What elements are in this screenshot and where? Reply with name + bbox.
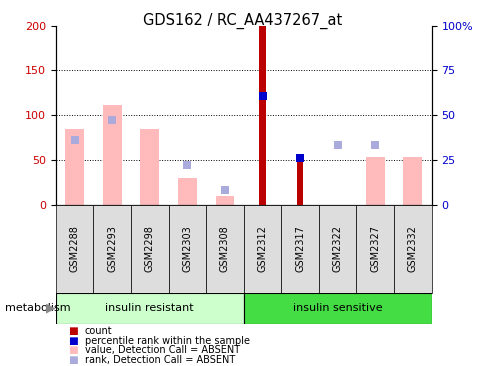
Bar bbox=[243, 293, 431, 324]
Bar bbox=[65, 129, 84, 205]
Text: ■: ■ bbox=[68, 336, 77, 346]
Bar bbox=[206, 205, 243, 293]
Bar bbox=[56, 205, 93, 293]
Bar bbox=[356, 205, 393, 293]
Text: GSM2317: GSM2317 bbox=[294, 225, 304, 272]
Text: insulin resistant: insulin resistant bbox=[105, 303, 194, 313]
Point bbox=[258, 93, 266, 98]
Point bbox=[371, 142, 378, 148]
Text: GSM2303: GSM2303 bbox=[182, 225, 192, 272]
Text: GSM2308: GSM2308 bbox=[219, 225, 229, 272]
Point bbox=[333, 142, 341, 148]
Text: ▶: ▶ bbox=[46, 302, 56, 315]
Bar bbox=[131, 205, 168, 293]
Text: count: count bbox=[85, 326, 112, 336]
Bar bbox=[93, 205, 131, 293]
Bar bbox=[403, 157, 422, 205]
Text: value, Detection Call = ABSENT: value, Detection Call = ABSENT bbox=[85, 345, 240, 355]
Text: GSM2312: GSM2312 bbox=[257, 225, 267, 272]
Text: GSM2293: GSM2293 bbox=[107, 225, 117, 272]
Text: GSM2332: GSM2332 bbox=[407, 225, 417, 272]
Point bbox=[108, 117, 116, 123]
Bar bbox=[56, 293, 243, 324]
Bar bbox=[215, 196, 234, 205]
Bar bbox=[296, 160, 303, 205]
Bar bbox=[243, 205, 281, 293]
Bar bbox=[393, 205, 431, 293]
Text: rank, Detection Call = ABSENT: rank, Detection Call = ABSENT bbox=[85, 355, 235, 365]
Text: GSM2288: GSM2288 bbox=[69, 225, 79, 272]
Bar bbox=[178, 178, 197, 205]
Text: metabolism: metabolism bbox=[5, 303, 70, 313]
Bar bbox=[168, 205, 206, 293]
Point bbox=[183, 162, 191, 168]
Bar bbox=[140, 129, 159, 205]
Bar bbox=[365, 157, 384, 205]
Text: ■: ■ bbox=[68, 326, 77, 336]
Point bbox=[296, 156, 303, 161]
Point bbox=[221, 187, 228, 193]
Text: GSM2327: GSM2327 bbox=[369, 225, 379, 272]
Text: ■: ■ bbox=[68, 345, 77, 355]
Bar bbox=[103, 105, 121, 205]
Bar bbox=[258, 26, 265, 205]
Text: percentile rank within the sample: percentile rank within the sample bbox=[85, 336, 249, 346]
Text: GDS162 / RC_AA437267_at: GDS162 / RC_AA437267_at bbox=[143, 13, 341, 29]
Text: GSM2298: GSM2298 bbox=[144, 225, 154, 272]
Text: insulin sensitive: insulin sensitive bbox=[292, 303, 382, 313]
Point bbox=[71, 138, 78, 143]
Text: GSM2322: GSM2322 bbox=[332, 225, 342, 272]
Bar bbox=[318, 205, 356, 293]
Text: ■: ■ bbox=[68, 355, 77, 365]
Bar bbox=[281, 205, 318, 293]
